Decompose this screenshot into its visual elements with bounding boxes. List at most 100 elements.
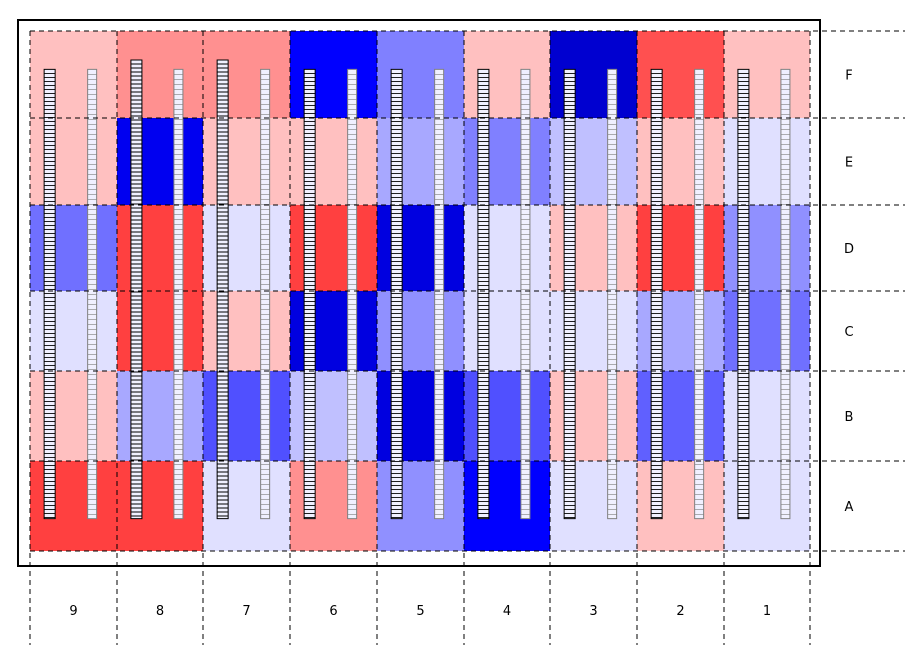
heatmap-cell-C-7 — [203, 291, 290, 371]
sample-strip — [477, 68, 490, 520]
sample-strip — [737, 68, 750, 520]
strip-body — [737, 68, 750, 520]
strip-rungs — [44, 72, 56, 518]
row-label: C — [844, 325, 853, 340]
heatmap-cell-C-5 — [377, 291, 464, 371]
heatmap-cell-B-8 — [117, 371, 203, 461]
strip-rungs — [260, 74, 270, 515]
strip-body — [390, 68, 403, 520]
heatmap-cell-E-4 — [464, 118, 550, 205]
strip-body — [130, 59, 143, 520]
column-label: 2 — [676, 604, 684, 619]
sample-strip — [650, 68, 663, 520]
strip-rungs — [607, 74, 617, 515]
strip-rungs — [651, 72, 663, 518]
heatmap-cell-D-9 — [30, 205, 117, 291]
sample-strip — [173, 68, 184, 520]
sample-strip — [390, 68, 403, 520]
heatmap-cell-F-5 — [377, 31, 464, 118]
heatmap-cell-A-4 — [464, 461, 550, 551]
heatmap-cell-F-7 — [203, 31, 290, 118]
heatmap-cell-A-7 — [203, 461, 290, 551]
sample-strip — [303, 68, 316, 520]
column-label: 5 — [416, 604, 424, 619]
heatmap-cell-B-5 — [377, 371, 464, 461]
strip-body — [303, 68, 316, 520]
heatmap-cell-E-5 — [377, 118, 464, 205]
heatmap-cell-E-9 — [30, 118, 117, 205]
column-label: 3 — [589, 604, 597, 619]
strip-rungs — [780, 74, 790, 515]
heatmap-cell-C-6 — [290, 291, 377, 371]
heatmap-cell-E-3 — [550, 118, 637, 205]
column-label: 8 — [156, 604, 164, 619]
strip-body — [260, 68, 271, 520]
heatmap-cell-C-8 — [117, 291, 203, 371]
heatmap-cell-A-1 — [724, 461, 810, 551]
strip-body — [87, 68, 98, 520]
column-label: 7 — [242, 604, 250, 619]
strip-rungs — [130, 63, 142, 517]
strip-body — [650, 68, 663, 520]
strip-rungs — [347, 74, 357, 515]
heatmap-cell-C-1 — [724, 291, 810, 371]
strip-body — [43, 68, 56, 520]
heatmap-cell-D-6 — [290, 205, 377, 291]
heatmap-cell-A-8 — [117, 461, 203, 551]
sample-strip — [694, 68, 705, 520]
strip-rungs — [520, 74, 530, 515]
strip-rungs — [694, 74, 704, 515]
heatmap-cell-D-7 — [203, 205, 290, 291]
strip-body — [434, 68, 445, 520]
strip-rungs — [564, 72, 576, 518]
column-label: 6 — [329, 604, 337, 619]
sample-strip — [780, 68, 791, 520]
heatmap-cell-C-3 — [550, 291, 637, 371]
heatmap-cell-D-5 — [377, 205, 464, 291]
strip-body — [347, 68, 358, 520]
heatmap-cell-A-5 — [377, 461, 464, 551]
heatmap-cell-B-3 — [550, 371, 637, 461]
heatmap-cell-B-9 — [30, 371, 117, 461]
strip-rungs — [87, 74, 97, 515]
heatmap-cell-F-8 — [117, 31, 203, 118]
heatmap-cell-F-2 — [637, 31, 724, 118]
heatmap-cell-F-4 — [464, 31, 550, 118]
sample-strips — [43, 59, 791, 520]
row-label: B — [845, 410, 854, 425]
row-label: E — [845, 156, 853, 171]
strip-body — [607, 68, 618, 520]
heatmap-cell-A-3 — [550, 461, 637, 551]
sample-strip — [43, 68, 56, 520]
column-label: 1 — [763, 604, 771, 619]
heatmap-cell-B-4 — [464, 371, 550, 461]
strip-rungs — [217, 63, 229, 517]
sample-strip — [87, 68, 98, 520]
strip-body — [173, 68, 184, 520]
row-labels: F E D C B A — [844, 69, 854, 516]
strip-rungs — [737, 72, 749, 518]
heatmap-cell-E-8 — [117, 118, 203, 205]
sample-strip — [216, 59, 229, 520]
heatmap-cell-B-6 — [290, 371, 377, 461]
sample-strip — [260, 68, 271, 520]
dashed-grid-lines — [29, 30, 905, 645]
heatmap-cell-C-2 — [637, 291, 724, 371]
heatmap-cell-E-2 — [637, 118, 724, 205]
strip-rungs — [173, 74, 183, 515]
strip-body — [780, 68, 791, 520]
column-labels: 9 8 7 6 5 4 3 2 1 — [69, 604, 771, 619]
strip-body — [520, 68, 531, 520]
strip-body — [694, 68, 705, 520]
heatmap-cell-A-6 — [290, 461, 377, 551]
strip-body — [563, 68, 576, 520]
heatmap-cell-E-7 — [203, 118, 290, 205]
strip-rungs — [304, 72, 316, 518]
heatmap-cell-C-4 — [464, 291, 550, 371]
sample-strip — [563, 68, 576, 520]
heatmap-cell-E-1 — [724, 118, 810, 205]
heatmap-cell-F-6 — [290, 31, 377, 118]
heatmap-cell-F-1 — [724, 31, 810, 118]
sample-strip — [434, 68, 445, 520]
